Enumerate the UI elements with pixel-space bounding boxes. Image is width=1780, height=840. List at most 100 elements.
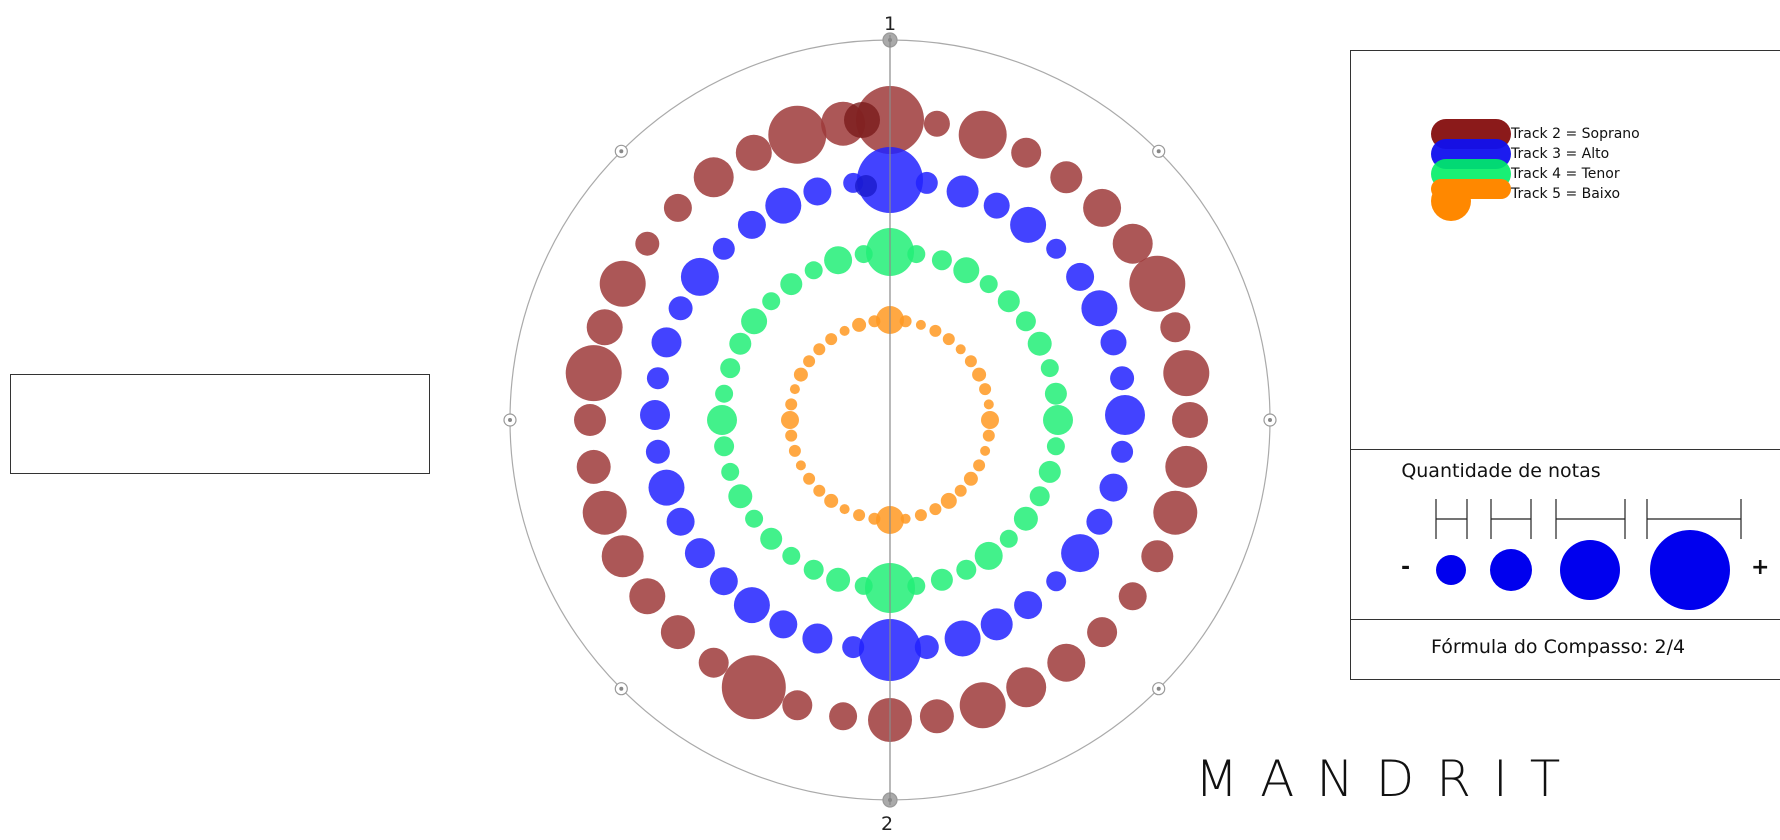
- baixo-note: [852, 317, 867, 332]
- alto-note: [1066, 262, 1095, 291]
- legend-item-alto: Track 3 = Alto: [1511, 146, 1610, 162]
- soprano-note: [1172, 402, 1208, 438]
- tenor-note: [782, 546, 801, 565]
- alto-note: [709, 567, 738, 596]
- alto-note: [1100, 329, 1127, 356]
- ring-handle-center: [1156, 149, 1161, 154]
- size-bracket-2: [1490, 499, 1532, 539]
- baixo-note: [813, 484, 826, 497]
- baixo-note: [788, 444, 801, 457]
- soprano-note: [576, 449, 611, 484]
- tenor-note: [804, 261, 823, 280]
- marker-top-label: 1: [884, 13, 896, 35]
- tenor-note: [1044, 382, 1067, 405]
- brand-logo: MANDRIT: [1195, 750, 1583, 808]
- baixo-note: [914, 509, 927, 522]
- soprano-accent: [844, 102, 880, 138]
- ring-handle-center: [508, 418, 512, 422]
- tenor-note: [956, 559, 977, 580]
- time-signature-panel: Fórmula do Compasso: 2/4: [1350, 620, 1780, 680]
- baixo-note: [793, 367, 808, 382]
- note-count-panel: Quantidade de notas - +: [1350, 450, 1780, 620]
- soprano-note: [1153, 490, 1198, 535]
- soprano-note: [1118, 582, 1147, 611]
- legend-item-baixo: Track 5 = Baixo: [1511, 186, 1621, 202]
- ring-handle-center: [619, 686, 624, 691]
- soprano-note: [1163, 350, 1210, 397]
- tenor-note: [1038, 460, 1061, 483]
- soprano-note: [923, 110, 950, 137]
- soprano-note: [582, 490, 627, 535]
- tenor-note: [854, 576, 873, 595]
- alto-note: [1086, 508, 1113, 535]
- alto-note: [946, 175, 979, 208]
- legend-item-tenor: Track 4 = Tenor: [1511, 166, 1620, 182]
- ring-handle-center: [1156, 686, 1161, 691]
- alto-note: [1046, 571, 1067, 592]
- alto-note: [1010, 206, 1047, 243]
- baixo-note: [929, 324, 942, 337]
- soprano-note: [1050, 161, 1083, 194]
- alto-note: [803, 177, 832, 206]
- alto-note: [1061, 534, 1100, 573]
- baixo-note: [785, 398, 798, 411]
- baixo-note: [980, 445, 991, 456]
- baixo-ring: [781, 306, 999, 534]
- soprano-note: [1112, 223, 1153, 264]
- tenor-note: [931, 250, 952, 271]
- soprano-note: [721, 655, 786, 720]
- soprano-note: [1011, 137, 1042, 168]
- note-count-title: Quantidade de notas: [1401, 460, 1601, 482]
- tenor-note: [714, 436, 735, 457]
- tenor-note: [1013, 506, 1038, 531]
- tenor-note: [997, 290, 1020, 313]
- alto-note: [1111, 440, 1134, 463]
- soprano-note: [599, 260, 646, 307]
- tenor-note: [1046, 437, 1065, 456]
- baixo-note: [824, 493, 839, 508]
- alto-note: [1014, 591, 1043, 620]
- baixo-note: [853, 509, 866, 522]
- soprano-note: [1083, 188, 1122, 227]
- baixo-note: [868, 512, 881, 525]
- baixo-note: [789, 384, 800, 395]
- alto-note: [645, 439, 670, 464]
- baixo-note: [940, 492, 957, 509]
- size-bracket-1: [1435, 499, 1468, 539]
- alto-note: [668, 296, 693, 321]
- tenor-note: [715, 384, 734, 403]
- alto-note: [765, 187, 802, 224]
- alto-note: [980, 608, 1013, 641]
- alto-note: [769, 610, 798, 639]
- legend-panel: Track 2 = Soprano Track 3 = Alto Track 4…: [1350, 50, 1780, 450]
- alto-note: [842, 636, 865, 659]
- marker-bottom-label: 2: [881, 813, 893, 835]
- alto-note: [680, 257, 719, 296]
- baixo-note: [954, 484, 967, 497]
- alto-note: [646, 367, 669, 390]
- alto-note: [1110, 366, 1135, 391]
- alto-ring: [640, 147, 1145, 681]
- size-circle-2: [1490, 549, 1532, 591]
- tenor-note: [721, 462, 740, 481]
- alto-note: [651, 327, 682, 358]
- tenor-note: [953, 257, 980, 284]
- soprano-note: [698, 647, 729, 678]
- baixo-note: [981, 411, 999, 429]
- alto-note: [915, 171, 938, 194]
- alto-note: [733, 587, 770, 624]
- soprano-note: [1006, 667, 1047, 708]
- soprano-note: [958, 110, 1007, 159]
- legend-item-soprano: Track 2 = Soprano: [1511, 126, 1640, 142]
- soprano-note: [829, 702, 858, 731]
- tenor-note: [1029, 486, 1050, 507]
- soprano-note: [629, 578, 666, 615]
- soprano-note: [565, 345, 622, 402]
- tenor-note: [707, 405, 737, 435]
- size-bracket-3: [1555, 499, 1626, 539]
- soprano-note: [660, 615, 695, 650]
- alto-note: [802, 623, 833, 654]
- ring-handle-center: [1268, 418, 1272, 422]
- tenor-note: [720, 358, 741, 379]
